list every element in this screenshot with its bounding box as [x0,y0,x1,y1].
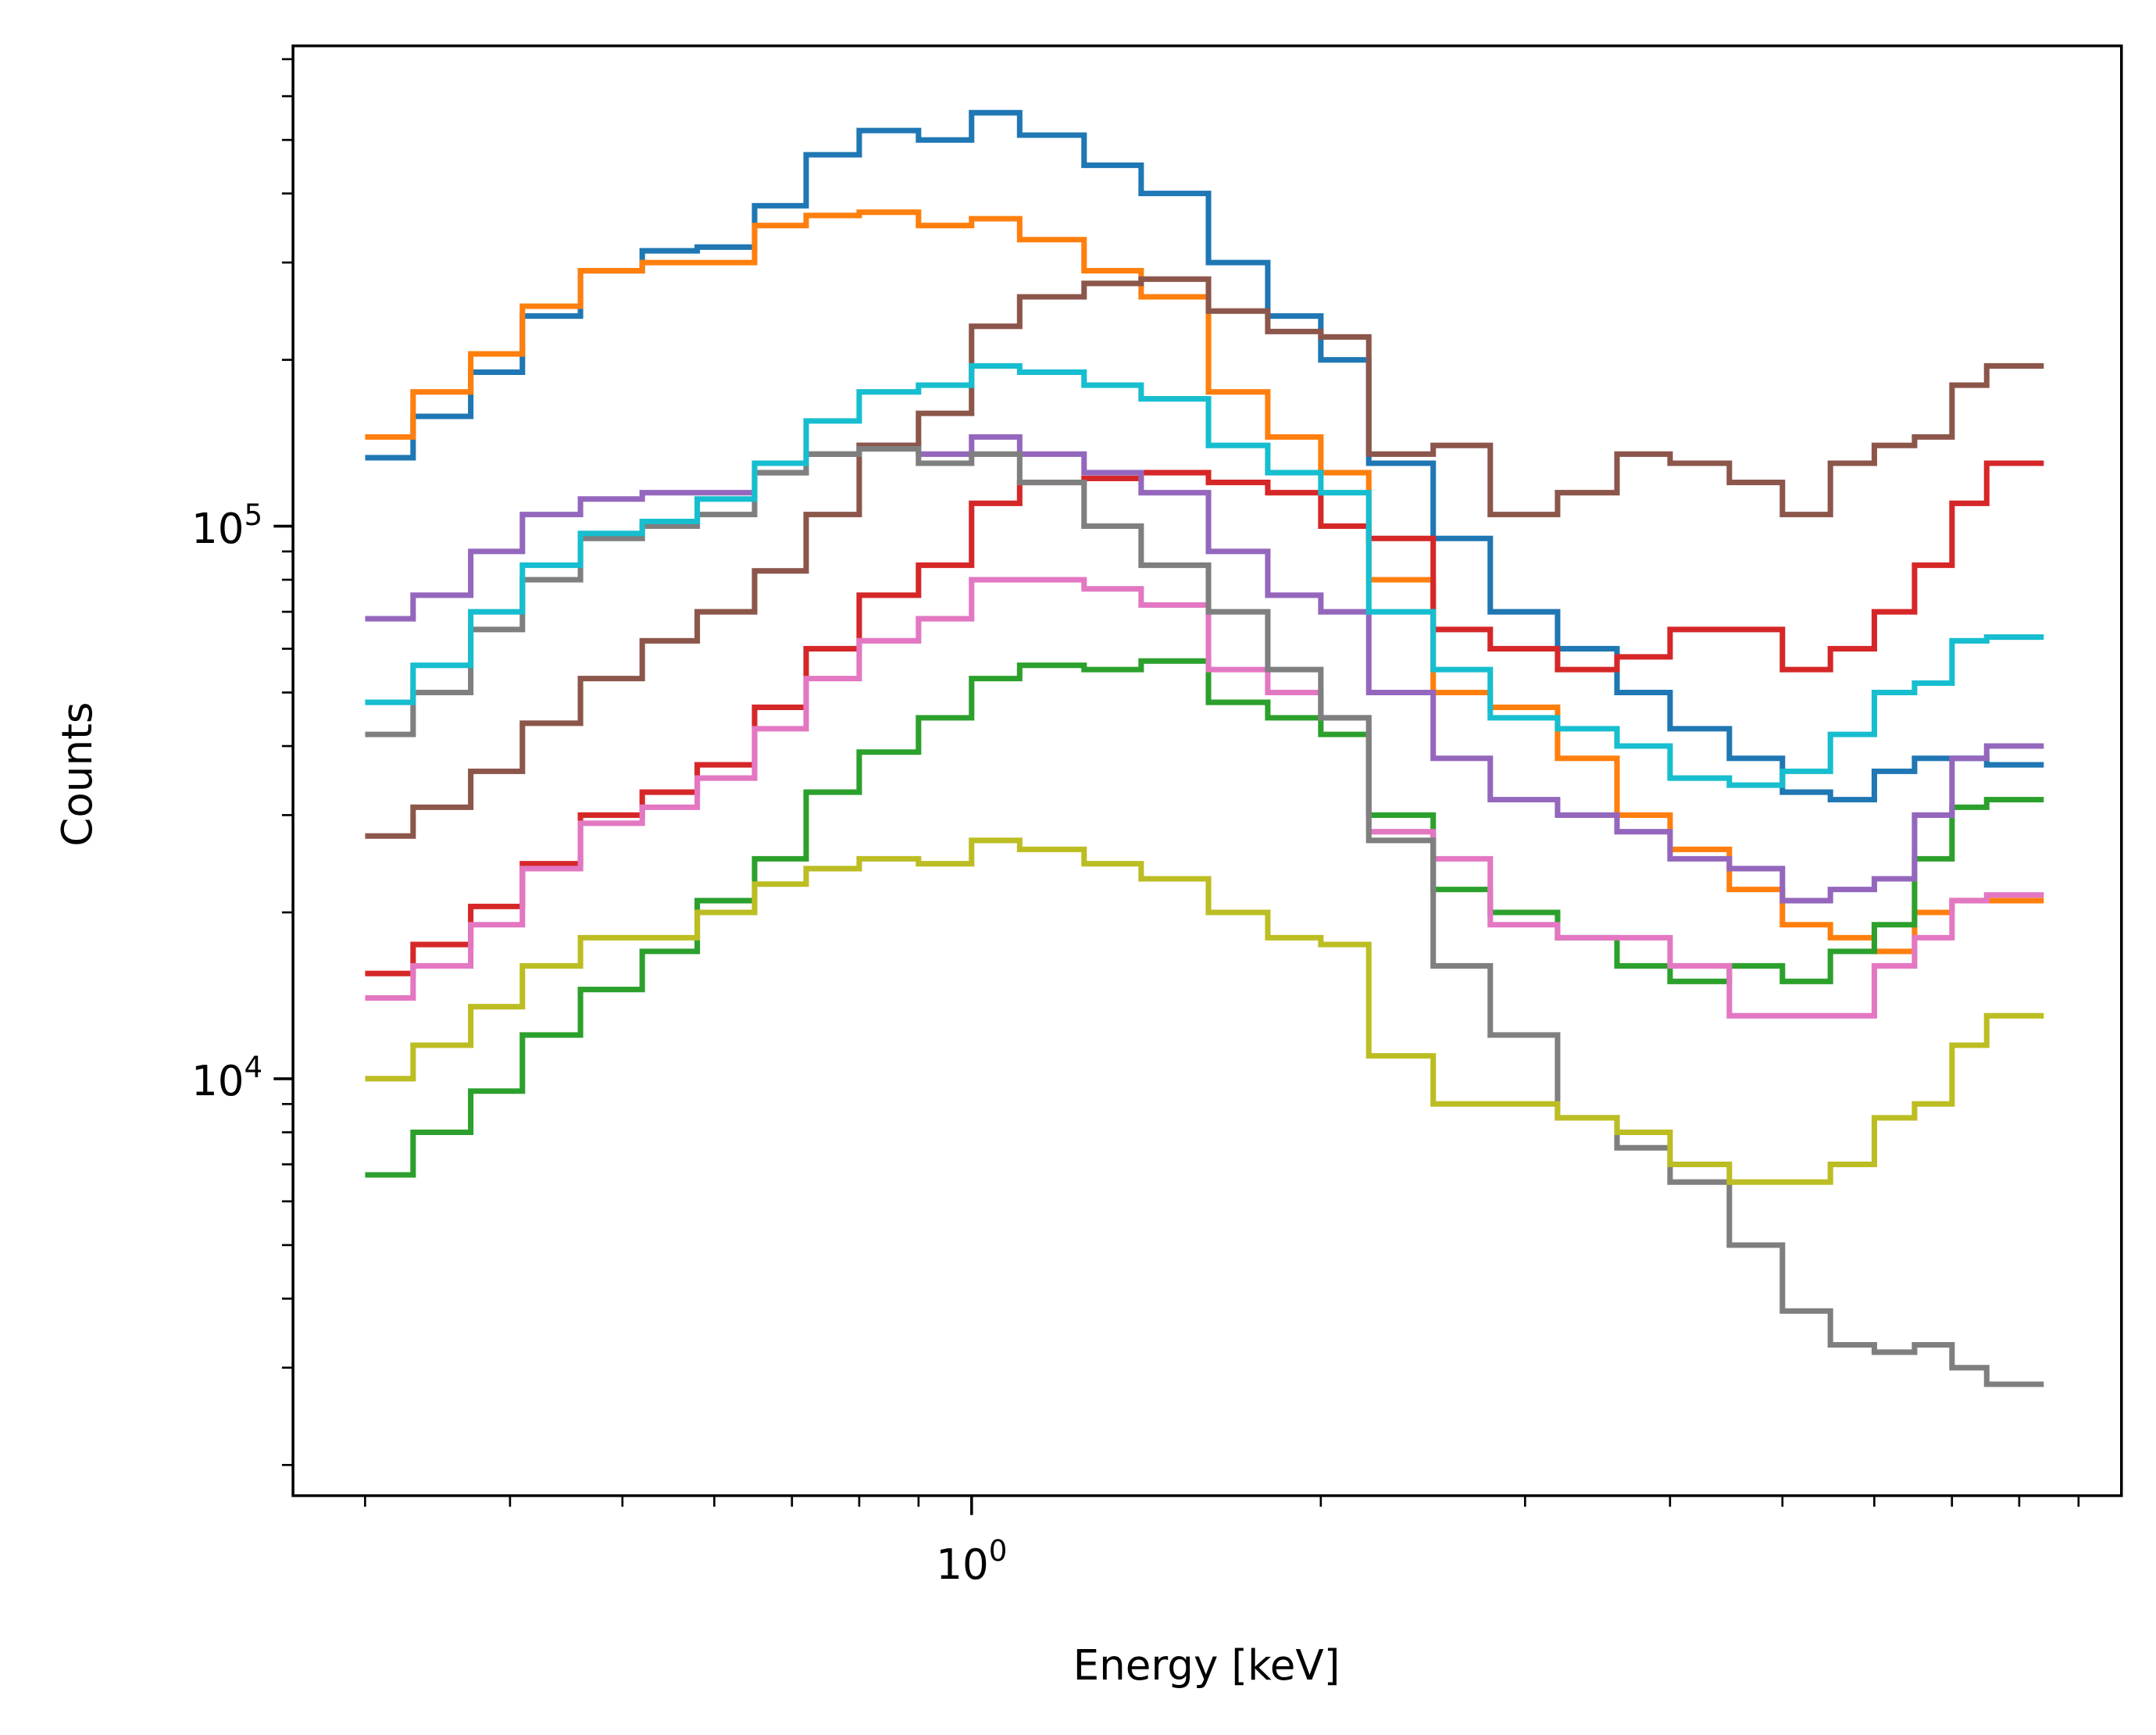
series-8-step-line [365,837,2044,1185]
series-7-step-line [365,446,2044,1387]
series-9-step-line [365,362,2044,788]
series-5-step-line [365,276,2044,839]
y-axis-label: Counts [53,701,102,846]
plot-frame [291,44,2123,1498]
tick-layer: 100 104 105 [191,58,2080,1589]
series-3-step-line [365,460,2044,976]
x-tick-label: 100 [936,1534,1007,1589]
series-4-step-line [365,434,2044,904]
series-layer [365,109,2044,1387]
series-6-step-line [365,577,2044,1019]
y-tick-label: 105 [191,498,262,553]
y-tick-label: 104 [191,1051,262,1105]
series-0-step-line [365,109,2044,803]
series-1-step-line [365,209,2044,955]
x-axis-label: Energy [keV] [1073,1641,1340,1690]
series-2-step-line [365,658,2044,1178]
